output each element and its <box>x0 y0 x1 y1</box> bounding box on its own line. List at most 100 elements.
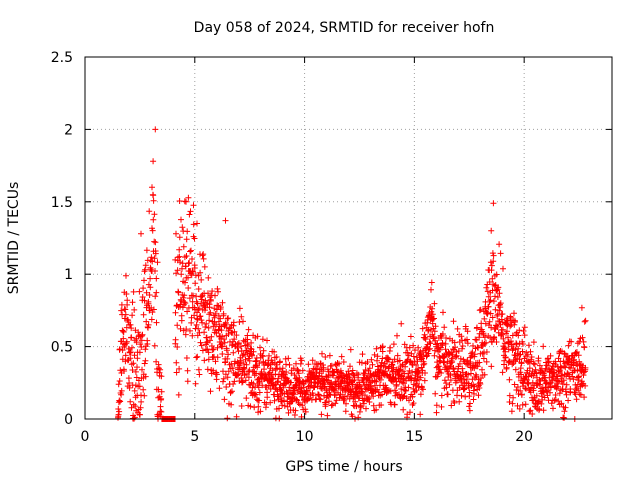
data-point <box>205 349 212 356</box>
data-point <box>434 373 441 380</box>
data-point <box>353 390 360 396</box>
data-point <box>269 367 276 374</box>
data-point <box>578 304 585 311</box>
data-point <box>387 388 394 395</box>
data-point <box>138 392 144 399</box>
data-point <box>453 352 460 359</box>
data-point <box>245 342 251 349</box>
data-point <box>440 309 446 316</box>
data-point <box>526 365 533 372</box>
data-point <box>450 318 457 325</box>
data-point <box>417 411 424 418</box>
data-point <box>174 322 181 329</box>
data-point <box>496 241 503 248</box>
data-point <box>390 364 397 371</box>
data-point <box>134 364 140 371</box>
data-point <box>320 364 327 371</box>
data-point <box>461 385 468 392</box>
data-point <box>213 371 220 378</box>
data-point <box>260 347 267 354</box>
data-point <box>490 252 497 259</box>
data-point <box>244 336 251 343</box>
data-point <box>195 325 202 332</box>
data-point <box>311 384 318 391</box>
data-point <box>142 346 149 353</box>
data-point <box>441 324 448 331</box>
data-point <box>500 265 506 272</box>
data-point <box>507 323 514 330</box>
data-point <box>421 331 428 338</box>
data-point <box>410 400 417 407</box>
data-point <box>194 220 200 227</box>
data-point <box>116 408 123 415</box>
data-point <box>145 298 152 305</box>
data-point <box>421 360 428 367</box>
data-point <box>565 359 571 366</box>
data-point <box>211 314 218 321</box>
data-point <box>349 367 356 374</box>
plot-frame <box>84 56 613 420</box>
data-point <box>288 379 294 386</box>
data-point <box>198 293 205 300</box>
data-point <box>350 402 357 409</box>
data-point <box>211 305 218 312</box>
data-point <box>148 254 155 261</box>
data-point <box>429 305 436 312</box>
data-point <box>275 375 282 382</box>
data-point <box>528 354 535 360</box>
data-point <box>247 403 254 410</box>
data-point <box>176 365 183 372</box>
data-point <box>494 294 501 300</box>
data-point <box>575 373 582 380</box>
data-point <box>157 366 164 373</box>
data-point <box>197 339 204 346</box>
data-point <box>432 390 439 397</box>
data-point <box>277 381 284 388</box>
data-point <box>530 339 537 346</box>
data-point <box>443 335 449 341</box>
data-point <box>530 360 537 367</box>
data-point <box>524 351 531 358</box>
data-point <box>459 343 466 349</box>
data-point <box>131 387 138 394</box>
data-point <box>523 385 529 392</box>
data-point <box>328 402 335 409</box>
data-point <box>543 379 550 386</box>
data-point <box>417 374 424 381</box>
data-point <box>146 208 153 215</box>
data-point <box>229 388 235 395</box>
data-point <box>189 332 196 339</box>
data-point <box>251 392 258 398</box>
data-point <box>347 346 354 353</box>
data-point <box>307 382 314 389</box>
data-point <box>345 368 352 375</box>
data-point <box>391 401 398 408</box>
data-point <box>176 246 183 253</box>
data-point <box>412 347 418 354</box>
data-point <box>214 344 221 351</box>
data-point <box>116 397 123 404</box>
data-point <box>240 318 246 325</box>
data-point <box>152 239 159 246</box>
data-point <box>294 366 301 373</box>
data-point <box>153 275 160 282</box>
data-point <box>225 315 232 322</box>
data-point <box>198 276 205 283</box>
data-point <box>575 352 582 359</box>
data-point <box>332 400 339 407</box>
data-point <box>358 359 365 366</box>
data-point <box>582 382 589 389</box>
data-point <box>158 373 165 380</box>
data-point <box>509 332 516 339</box>
data-point <box>560 377 567 384</box>
data-point <box>145 324 151 331</box>
data-point <box>127 349 134 356</box>
data-point <box>274 379 281 386</box>
data-point <box>158 388 165 395</box>
data-point <box>173 359 180 366</box>
data-point <box>347 363 353 370</box>
data-point <box>310 392 317 399</box>
data-point <box>198 317 205 324</box>
data-point <box>487 297 494 304</box>
data-point <box>555 398 562 405</box>
